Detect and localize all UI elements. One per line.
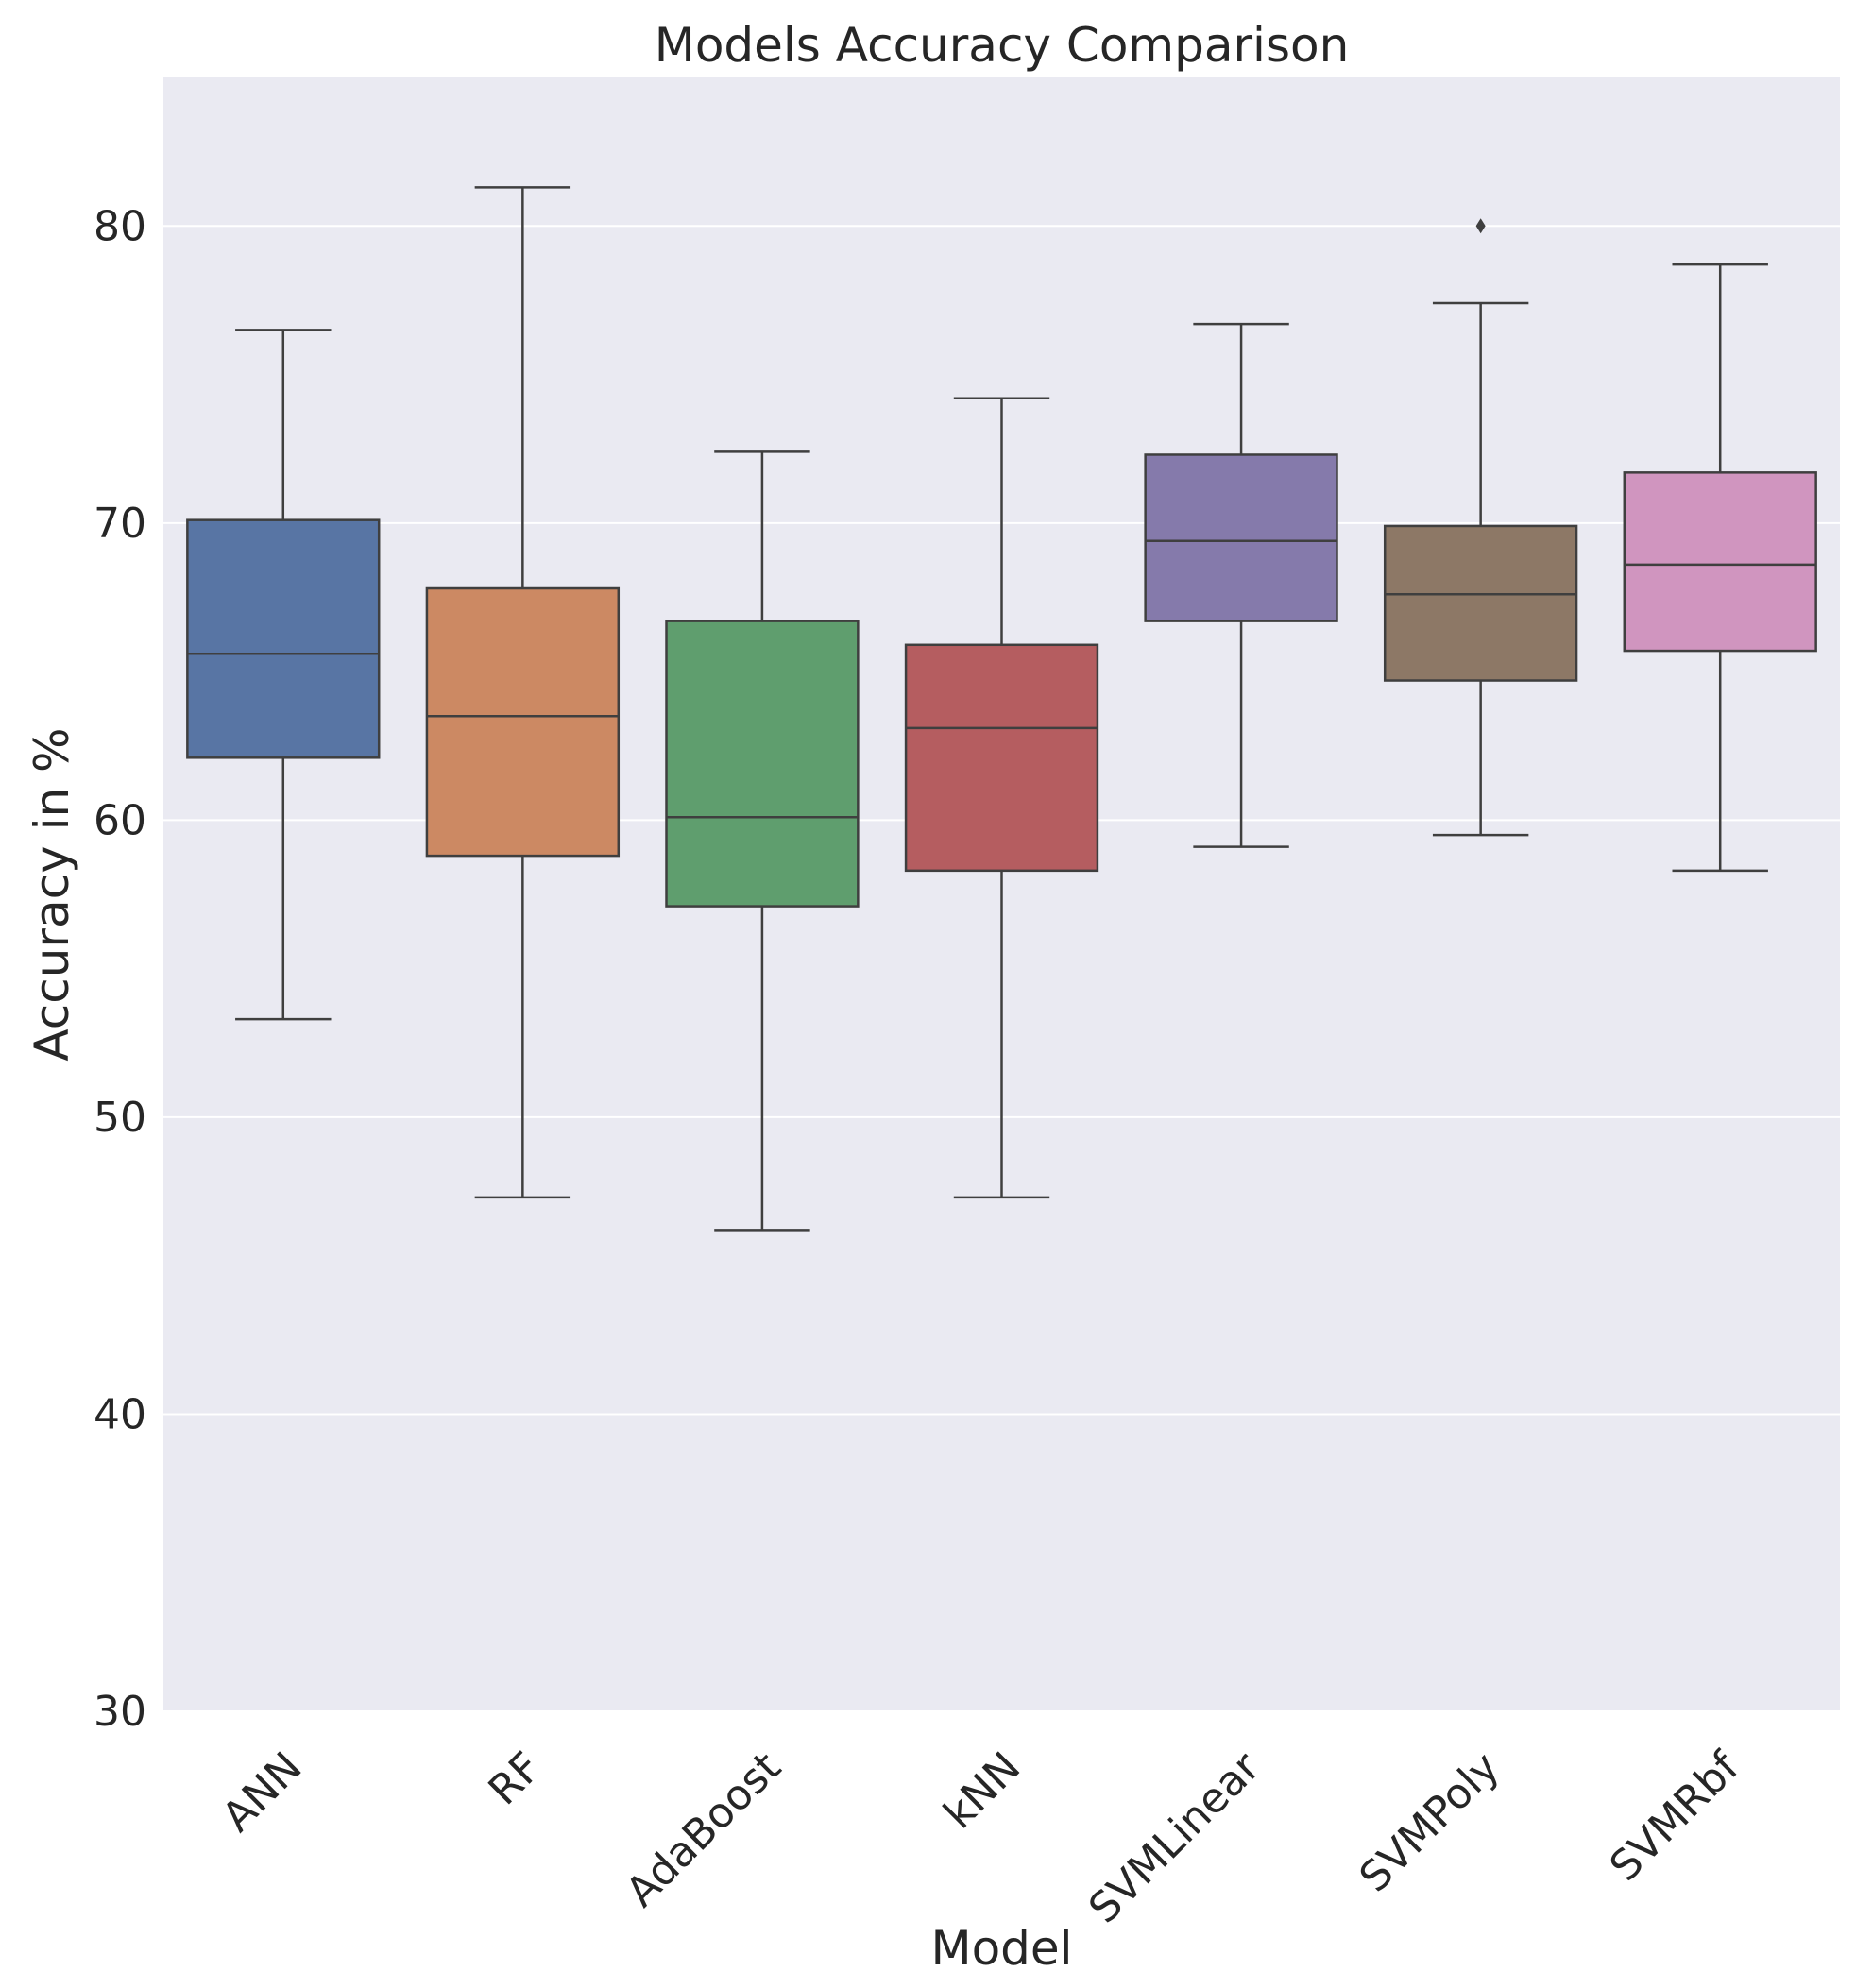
box-adaboost <box>665 450 860 1232</box>
box-svmlinear <box>1144 322 1338 848</box>
iqr-box <box>1144 453 1338 622</box>
y-tick-label: 40 <box>94 1390 146 1438</box>
x-tick-label: SVMRbf <box>1601 1742 1749 1891</box>
iqr-box <box>1623 471 1817 653</box>
iqr-box <box>665 620 860 908</box>
box-rf <box>425 186 621 1199</box>
x-tick-label: kNN <box>935 1743 1030 1839</box>
x-axis-label: Model <box>930 1921 1072 1976</box>
y-tick-label: 80 <box>94 202 146 250</box>
box-svmrbf <box>1623 263 1817 873</box>
y-tick-label: 60 <box>94 796 146 844</box>
iqr-box <box>1383 524 1578 682</box>
y-tick-label: 70 <box>94 500 146 548</box>
box-svmpoly <box>1383 218 1578 837</box>
outlier-point <box>1475 218 1486 234</box>
x-axis-ticks: ANN RF AdaBoost kNN SVMLinear SVMPoly SVMRbf <box>213 1742 1749 1933</box>
iqr-box <box>186 518 381 759</box>
chart-title: Models Accuracy Comparison <box>655 18 1350 73</box>
x-tick-label: SVMPoly <box>1351 1743 1509 1902</box>
x-tick-label: SVMLinear <box>1080 1742 1269 1932</box>
x-tick-label: AdaBoost <box>617 1743 790 1916</box>
box-knn <box>904 397 1099 1199</box>
y-tick-label: 30 <box>94 1688 146 1736</box>
y-axis-label: Accuracy in % <box>25 727 79 1061</box>
box-ann <box>186 329 381 1021</box>
x-tick-label: ANN <box>213 1743 312 1842</box>
y-tick-label: 50 <box>94 1094 146 1142</box>
iqr-box <box>904 643 1099 873</box>
iqr-box <box>425 586 621 858</box>
x-tick-label: RF <box>480 1743 552 1815</box>
y-axis-ticks: 30 40 50 60 70 80 <box>94 202 146 1736</box>
boxes <box>186 186 1817 1232</box>
